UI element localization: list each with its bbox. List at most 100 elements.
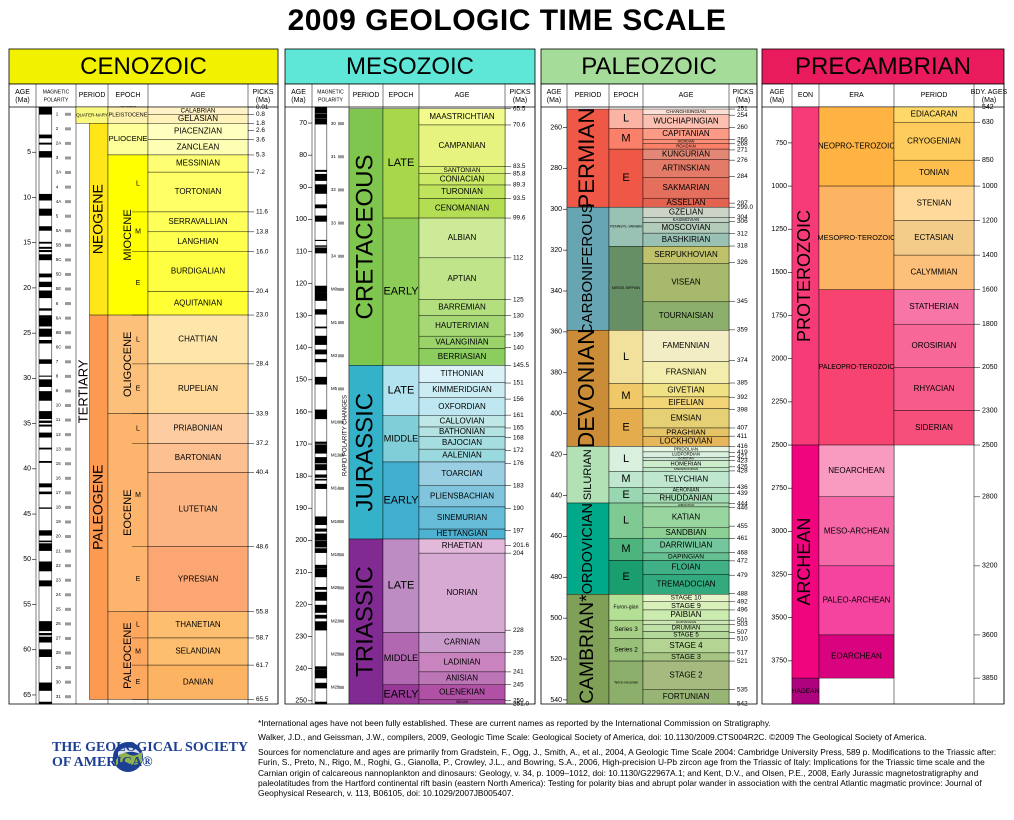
- period-label: OROSIRIAN: [912, 341, 957, 350]
- stage-label: STAGE 2: [669, 670, 703, 679]
- stage-label: FRASNIAN: [666, 368, 707, 377]
- pick-label: 65.5: [256, 696, 269, 703]
- polarity-chron: [315, 669, 327, 679]
- eon-label: PROTEROZOIC: [794, 210, 814, 342]
- stage-label: PRIDOLIAN: [674, 446, 698, 451]
- polarity-chron: [315, 169, 327, 172]
- stage-label: LUTETIAN: [179, 505, 218, 514]
- chron-label: 5: [56, 213, 59, 218]
- pick-label: 496: [737, 607, 748, 614]
- chron-bar: [65, 607, 71, 611]
- column-header-picks: PICKS: [252, 89, 273, 96]
- polarity-chron: [315, 309, 327, 315]
- pick-label: 130: [513, 312, 524, 319]
- column-header-epoch: EPOCH: [389, 92, 414, 99]
- chron-bar: [338, 321, 344, 325]
- chron-bar: [338, 354, 344, 358]
- stage-label: CALABRIAN: [181, 107, 216, 114]
- chron-label: 21: [56, 548, 62, 553]
- pick-label: 297: [737, 200, 748, 207]
- era-label: NEOPRO-TEROZOIC: [818, 142, 895, 151]
- axis-tick-label: 480: [550, 574, 562, 581]
- polarity-chron: [39, 391, 52, 401]
- pick-label: 2500: [982, 442, 998, 449]
- stage-label: PAIBIAN: [671, 610, 702, 619]
- chron-bar: [65, 651, 71, 655]
- stage-label: LOCKHOVIAN: [660, 437, 713, 446]
- polarity-chron: [315, 666, 327, 670]
- stage-label: AALENIAN: [442, 451, 482, 460]
- stage-band: [147, 664, 249, 700]
- polarity-chron: [39, 208, 52, 216]
- pick-label: 3200: [982, 563, 998, 570]
- pick-label: 2.6: [256, 127, 265, 134]
- period-label: CAMBRIAN*: [577, 594, 598, 704]
- pick-label: 455: [737, 523, 748, 530]
- axis-tick-label: 420: [550, 451, 562, 458]
- stage-band: [418, 217, 506, 259]
- period-band: [893, 323, 975, 368]
- polarity-chron: [39, 580, 52, 587]
- pick-label: 235: [513, 649, 524, 656]
- polarity-chron: [315, 682, 327, 689]
- chron-bar: [65, 535, 71, 539]
- column-header-age: (Ma): [770, 97, 784, 104]
- polarity-chron: [315, 457, 327, 464]
- stage-label: SINEMURIAN: [437, 513, 487, 522]
- polarity-chron: [315, 483, 327, 489]
- stage-label: FLOIAN: [672, 563, 701, 572]
- epoch-label: MIDDLE: [384, 433, 418, 443]
- column-header-period: PERIOD: [921, 92, 948, 99]
- pick-label: 136: [513, 332, 524, 339]
- chron-label: 16: [56, 475, 62, 480]
- column-header-polarity: MAGNETIC: [43, 89, 70, 95]
- pick-label: 276: [737, 157, 748, 164]
- chron-label: 32: [331, 187, 337, 192]
- stage-band: [418, 552, 506, 633]
- chron-bar: [65, 171, 71, 175]
- polarity-chron: [39, 254, 52, 261]
- axis-tick-label: 1250: [771, 226, 787, 233]
- pick-label: 407: [737, 425, 748, 432]
- chron-label: 5A: [56, 228, 62, 233]
- chron-bar: [65, 345, 71, 349]
- chron-label: 2: [56, 126, 59, 131]
- polarity-column: [314, 106, 328, 705]
- pick-label: 517: [737, 650, 748, 657]
- chron-bar: [65, 272, 71, 276]
- stage-label: TOARCIAN: [441, 469, 482, 478]
- stage-band: [147, 314, 249, 365]
- stage-label: STAGE 5: [673, 632, 699, 639]
- polarity-chron: [39, 633, 52, 636]
- chron-label: 31: [56, 694, 62, 699]
- polarity-chron: [315, 548, 327, 553]
- chron-label: M20: [331, 585, 340, 590]
- chron-label: 22: [56, 563, 62, 568]
- axis-tick-label: 10: [23, 194, 31, 201]
- subepoch-label: E: [136, 386, 141, 393]
- axis-tick-label: 3500: [771, 615, 787, 622]
- polarity-chron: [39, 561, 52, 572]
- chron-label: 30: [56, 679, 62, 684]
- stage-label: APTIAN: [448, 274, 477, 283]
- pick-label: 268: [737, 140, 748, 147]
- stage-label: LADINIAN: [444, 657, 481, 666]
- epoch-band: [608, 148, 644, 208]
- pick-label: 1.8: [256, 120, 265, 127]
- epoch-label: HOLOCENE: [120, 105, 137, 109]
- axis-tick-label: 25: [23, 330, 31, 337]
- column-header-stage: AGE: [455, 92, 470, 99]
- column-header-era: ERA: [849, 92, 864, 99]
- era-label: MESOPRO-TEROZOIC: [818, 233, 897, 242]
- polarity-chron: [315, 245, 327, 247]
- polarity-chron: [315, 409, 327, 420]
- column-header-period: PERIOD: [575, 92, 602, 99]
- polarity-chron: [315, 614, 327, 619]
- pick-label: 165: [513, 425, 524, 432]
- polarity-chron: [39, 636, 52, 643]
- stage-label: RHAETIAN: [442, 541, 483, 550]
- pick-label: 250: [513, 697, 524, 704]
- polarity-chron: [39, 530, 52, 536]
- chron-label: M10: [331, 419, 340, 424]
- period-label: TRIASSIC: [351, 566, 378, 677]
